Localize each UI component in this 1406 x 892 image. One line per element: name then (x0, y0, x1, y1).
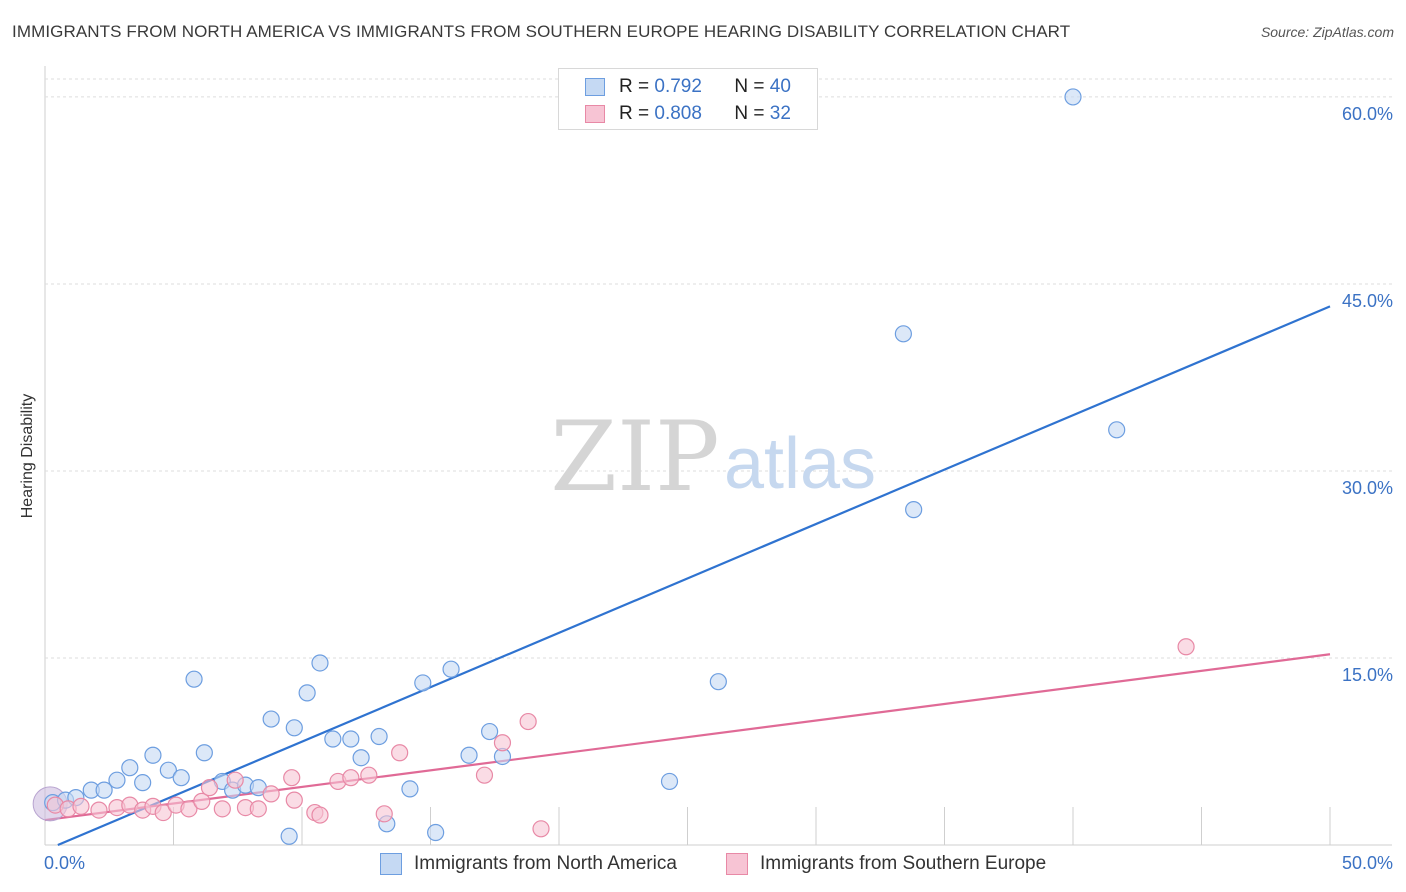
point-north-america (280, 827, 298, 845)
point-north-america (481, 722, 499, 741)
n-label: N = (734, 103, 765, 124)
point-southern-europe (226, 771, 244, 789)
x-tick-label-max: 50.0% (1342, 853, 1393, 873)
x-tick-label-min: 0.0% (44, 853, 85, 873)
north-america-swatch (585, 78, 605, 96)
point-north-america (324, 730, 342, 748)
point-north-america (894, 325, 912, 343)
point-southern-europe (285, 791, 303, 809)
point-southern-europe (213, 800, 231, 818)
point-southern-europe (90, 801, 108, 819)
point-southern-europe (391, 744, 409, 762)
point-north-america (401, 780, 419, 798)
point-north-america (285, 719, 303, 737)
watermark-zip: ZIP (550, 401, 719, 513)
point-north-america (195, 744, 213, 762)
stats-legend: R = 0.792 N = 40 R = 0.808 N = 32 (558, 68, 818, 130)
point-north-america (460, 746, 478, 764)
point-north-america (311, 654, 329, 672)
point-north-america (1108, 421, 1126, 439)
tick-labels: 15.0% 30.0% 45.0% 60.0% 0.0% 50.0% (44, 104, 1393, 873)
point-north-america (121, 759, 139, 777)
point-southern-europe (493, 734, 512, 752)
point-southern-europe (249, 800, 267, 818)
point-southern-europe (360, 766, 378, 784)
trend-line-north-america (57, 305, 1331, 847)
point-north-america (159, 761, 177, 779)
point-north-america (414, 674, 432, 692)
watermark: ZIP atlas (550, 401, 876, 513)
source-credit: Source: ZipAtlas.com (1260, 24, 1394, 40)
point-southern-europe (154, 803, 172, 822)
point-north-america (342, 730, 360, 748)
point-southern-europe (519, 712, 537, 731)
trend-lines (44, 305, 1331, 847)
point-southern-europe (283, 769, 301, 787)
n-label: N = (734, 76, 765, 97)
point-north-america (172, 769, 190, 787)
point-north-america (95, 781, 113, 799)
point-southern-europe (475, 766, 494, 784)
n-value-north-america: 40 (769, 76, 791, 97)
legend-row-north-america: R = 0.792 N = 40 (585, 75, 791, 99)
point-north-america (108, 771, 126, 789)
r-value-north-america: 0.792 (654, 76, 702, 97)
north-america-legend-swatch (380, 853, 402, 875)
point-southern-europe (375, 805, 393, 823)
point-north-america (1064, 88, 1082, 106)
point-southern-europe (342, 769, 360, 787)
north-america-legend-label: Immigrants from North America (414, 853, 677, 874)
point-north-america (370, 727, 388, 746)
point-southern-europe (262, 785, 280, 803)
southern-europe-legend-swatch (726, 853, 748, 875)
point-southern-europe (532, 820, 550, 838)
point-north-america (298, 684, 316, 702)
point-north-america (709, 673, 727, 691)
point-southern-europe (72, 797, 90, 815)
point-north-america (144, 746, 162, 764)
point-north-america (185, 670, 203, 688)
southern-europe-swatch (585, 105, 605, 123)
y-tick-label: 45.0% (1342, 291, 1393, 311)
point-southern-europe (200, 779, 219, 797)
point-north-america (262, 710, 280, 728)
point-north-america (442, 660, 460, 678)
point-southern-europe (193, 792, 211, 810)
legend-row-southern-europe: R = 0.808 N = 32 (585, 102, 791, 126)
legend-item-southern-europe: Immigrants from Southern Europe (726, 852, 1046, 876)
data-points (32, 88, 1195, 845)
legend-item-north-america: Immigrants from North America (380, 852, 677, 876)
watermark-atlas: atlas (724, 424, 876, 504)
southern-europe-legend-label: Immigrants from Southern Europe (760, 853, 1047, 874)
y-tick-label: 60.0% (1342, 104, 1393, 124)
point-north-america (660, 772, 679, 791)
point-southern-europe (180, 800, 198, 818)
point-north-america (905, 501, 923, 519)
point-southern-europe (1177, 638, 1195, 656)
y-tick-label: 30.0% (1342, 478, 1393, 498)
r-value-southern-europe: 0.808 (654, 103, 702, 124)
point-southern-europe (311, 806, 329, 824)
r-label: R = (619, 103, 650, 124)
point-north-america (427, 823, 445, 842)
chart-title: IMMIGRANTS FROM NORTH AMERICA VS IMMIGRA… (12, 22, 1071, 41)
point-north-america (134, 774, 152, 792)
y-tick-label: 15.0% (1342, 665, 1393, 685)
r-label: R = (619, 76, 650, 97)
point-north-america (352, 749, 370, 767)
n-value-southern-europe: 32 (769, 103, 791, 124)
